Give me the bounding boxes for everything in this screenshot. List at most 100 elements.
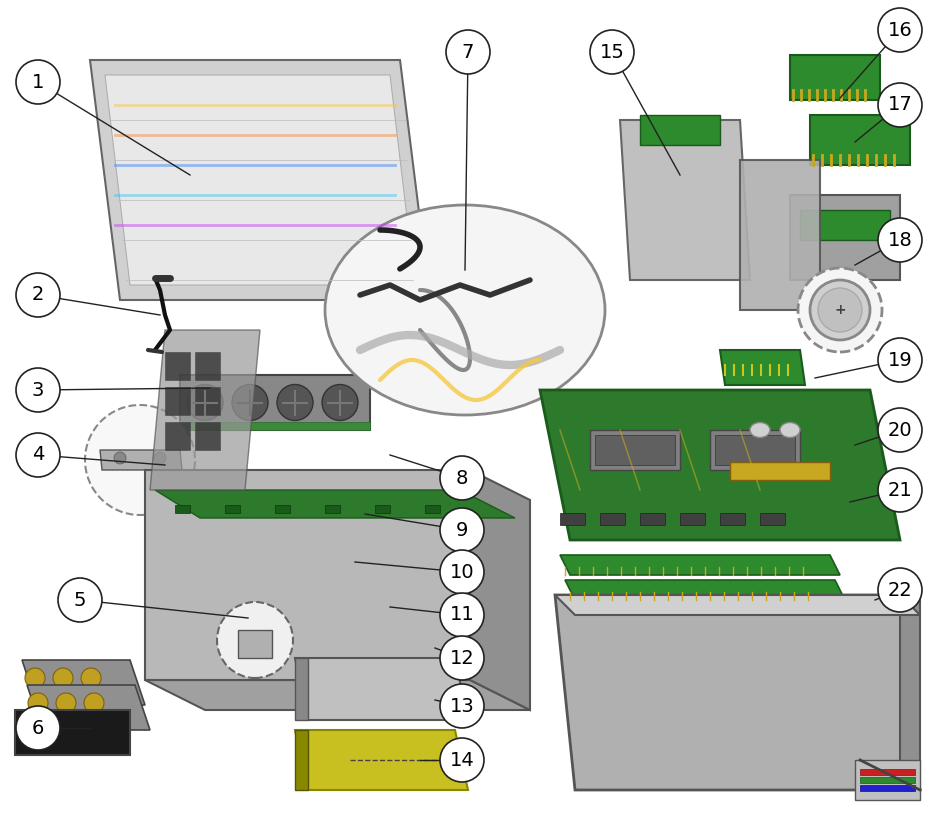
Text: 18: 18 [887,230,913,250]
Circle shape [440,636,484,680]
Bar [560,513,585,525]
Polygon shape [155,490,515,518]
Polygon shape [810,115,910,165]
Bar [195,387,220,415]
Text: 2: 2 [32,286,44,304]
Text: 16: 16 [887,20,913,40]
Circle shape [232,384,268,421]
Circle shape [21,728,29,736]
Polygon shape [720,350,805,385]
Circle shape [81,668,101,688]
Polygon shape [560,555,840,575]
Circle shape [878,568,922,612]
Text: 17: 17 [887,95,913,115]
Polygon shape [90,60,430,300]
Polygon shape [790,55,880,100]
Circle shape [16,706,60,750]
Text: 10: 10 [449,562,475,581]
Circle shape [878,338,922,382]
Text: 19: 19 [887,351,913,370]
Polygon shape [900,595,920,790]
FancyBboxPatch shape [180,422,370,430]
Bar [800,210,890,240]
Text: 7: 7 [462,42,474,62]
Text: 3: 3 [32,380,44,400]
Polygon shape [145,680,530,710]
Circle shape [878,8,922,52]
Polygon shape [540,390,900,540]
Bar [710,430,800,470]
Ellipse shape [780,422,800,437]
Text: 14: 14 [449,751,475,769]
Circle shape [440,456,484,500]
Polygon shape [105,75,415,285]
Bar [225,505,240,513]
Polygon shape [22,660,145,705]
Circle shape [440,738,484,782]
Circle shape [58,578,102,622]
Text: 5: 5 [73,590,86,610]
Circle shape [28,693,48,713]
Bar [640,513,665,525]
Bar [375,505,390,513]
Circle shape [16,433,60,477]
Ellipse shape [325,205,605,415]
Circle shape [440,684,484,728]
Circle shape [277,384,313,421]
Circle shape [878,408,922,452]
Polygon shape [855,760,920,800]
Text: 15: 15 [600,42,624,62]
Circle shape [878,468,922,512]
Bar [275,505,290,513]
Polygon shape [790,195,900,280]
FancyBboxPatch shape [180,375,370,430]
Circle shape [440,550,484,594]
Circle shape [878,218,922,262]
Circle shape [16,60,60,104]
Ellipse shape [750,422,770,437]
Circle shape [590,30,634,74]
Circle shape [114,452,126,464]
Circle shape [446,30,490,74]
Circle shape [187,384,223,421]
Polygon shape [740,160,820,310]
Text: +: + [834,303,846,317]
Bar [165,387,190,415]
Circle shape [810,280,870,340]
Bar [165,352,190,380]
Polygon shape [555,595,920,615]
Polygon shape [565,580,845,600]
Text: 12: 12 [449,649,475,667]
Bar [715,435,795,465]
Text: 4: 4 [32,445,44,465]
Polygon shape [27,685,150,730]
Bar [425,505,440,513]
Polygon shape [470,470,530,710]
Circle shape [798,268,882,352]
Polygon shape [620,120,750,280]
Bar [860,785,915,791]
Polygon shape [295,730,468,790]
Bar [165,422,190,450]
Polygon shape [15,710,130,755]
Bar [860,769,915,775]
Circle shape [84,693,104,713]
Text: 22: 22 [887,580,913,599]
Polygon shape [295,730,308,790]
Bar [175,505,190,513]
Circle shape [85,405,195,515]
Bar [760,513,785,525]
Text: 20: 20 [887,421,913,440]
Circle shape [25,668,45,688]
Circle shape [53,668,73,688]
Bar [860,777,915,783]
Circle shape [878,83,922,127]
Circle shape [56,693,76,713]
Text: 13: 13 [449,697,475,716]
Circle shape [154,452,166,464]
Text: 8: 8 [456,469,468,488]
Bar [600,513,625,525]
Circle shape [322,384,358,421]
Bar [680,513,705,525]
Bar [720,513,745,525]
